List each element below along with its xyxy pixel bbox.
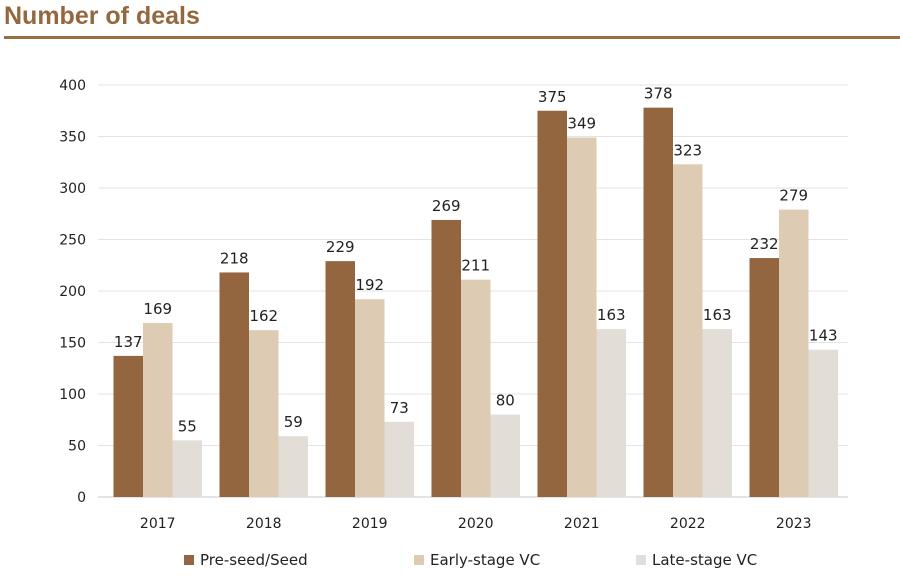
data-label-early-stage-vc-2021: 349 bbox=[567, 115, 596, 133]
data-label-pre-seed-seed-2021: 375 bbox=[538, 88, 567, 106]
data-label-late-stage-vc-2017: 55 bbox=[178, 417, 197, 435]
x-axis: 2017 2018 2019 2020 2021 2022 2023 bbox=[140, 516, 812, 532]
x-tick-label-2019: 2019 bbox=[352, 516, 388, 532]
y-tick-label-250: 250 bbox=[59, 233, 86, 249]
legend-label-late-stage-vc: Late-stage VC bbox=[652, 551, 757, 569]
legend-label-early-stage-vc: Early-stage VC bbox=[430, 551, 540, 569]
y-tick-label-200: 200 bbox=[59, 284, 86, 300]
bar-late-stage-vc-2018 bbox=[278, 436, 308, 497]
data-label-pre-seed-seed-2022: 378 bbox=[644, 85, 673, 103]
data-label-early-stage-vc-2023: 279 bbox=[779, 187, 808, 205]
bar-early-stage-vc-2019 bbox=[355, 299, 385, 497]
bar-early-stage-vc-2023 bbox=[779, 209, 809, 497]
data-label-early-stage-vc-2018: 162 bbox=[249, 307, 278, 325]
data-label-early-stage-vc-2022: 323 bbox=[673, 141, 702, 159]
bar-pre-seed-seed-2019 bbox=[325, 261, 355, 497]
data-label-pre-seed-seed-2023: 232 bbox=[750, 235, 779, 253]
bar-late-stage-vc-2021 bbox=[596, 329, 626, 497]
y-tick-label-350: 350 bbox=[59, 130, 86, 146]
data-label-pre-seed-seed-2017: 137 bbox=[114, 333, 143, 351]
data-label-pre-seed-seed-2018: 218 bbox=[220, 249, 249, 267]
data-label-early-stage-vc-2017: 169 bbox=[143, 300, 172, 318]
bar-pre-seed-seed-2023 bbox=[749, 258, 779, 497]
data-label-late-stage-vc-2019: 73 bbox=[390, 399, 409, 417]
bar-pre-seed-seed-2017 bbox=[113, 355, 143, 497]
y-tick-label-100: 100 bbox=[59, 387, 86, 403]
x-tick-label-2021: 2021 bbox=[564, 516, 600, 532]
y-tick-label-150: 150 bbox=[59, 336, 86, 352]
bar-late-stage-vc-2023 bbox=[808, 349, 838, 497]
legend-swatch-late-stage-vc bbox=[636, 555, 646, 565]
bar-late-stage-vc-2022 bbox=[702, 329, 732, 497]
x-tick-label-2018: 2018 bbox=[246, 516, 282, 532]
data-label-early-stage-vc-2020: 211 bbox=[461, 257, 490, 275]
bar-early-stage-vc-2018 bbox=[249, 330, 279, 497]
data-label-late-stage-vc-2021: 163 bbox=[597, 306, 626, 324]
bar-late-stage-vc-2020 bbox=[490, 414, 520, 497]
bar-early-stage-vc-2022 bbox=[673, 164, 703, 497]
y-tick-label-400: 400 bbox=[59, 78, 86, 94]
bar-early-stage-vc-2021 bbox=[567, 137, 597, 497]
data-label-early-stage-vc-2019: 192 bbox=[355, 276, 384, 294]
data-label-late-stage-vc-2020: 80 bbox=[496, 392, 515, 410]
x-tick-label-2022: 2022 bbox=[670, 516, 706, 532]
title-divider bbox=[4, 36, 900, 39]
bar-late-stage-vc-2017 bbox=[172, 440, 202, 497]
y-tick-label-300: 300 bbox=[59, 181, 86, 197]
bar-pre-seed-seed-2022 bbox=[643, 107, 673, 497]
legend-swatch-pre-seed-seed bbox=[184, 555, 194, 565]
y-axis: 0 50 100 150 200 250 300 350 400 bbox=[59, 78, 86, 506]
data-label-late-stage-vc-2018: 59 bbox=[284, 413, 303, 431]
data-label-pre-seed-seed-2019: 229 bbox=[326, 238, 355, 256]
y-tick-label-50: 50 bbox=[68, 439, 86, 455]
data-label-late-stage-vc-2023: 143 bbox=[809, 327, 838, 345]
legend: Pre-seed/Seed Early-stage VC Late-stage VC bbox=[184, 551, 757, 569]
bar-late-stage-vc-2019 bbox=[384, 421, 414, 497]
data-label-late-stage-vc-2022: 163 bbox=[703, 306, 732, 324]
x-tick-label-2017: 2017 bbox=[140, 516, 176, 532]
y-tick-label-0: 0 bbox=[77, 490, 86, 506]
bar-pre-seed-seed-2018 bbox=[219, 272, 249, 497]
bar-pre-seed-seed-2021 bbox=[537, 110, 567, 497]
legend-label-pre-seed-seed: Pre-seed/Seed bbox=[200, 551, 308, 569]
page-title: Number of deals bbox=[4, 2, 200, 30]
bar-early-stage-vc-2020 bbox=[461, 279, 491, 497]
bars bbox=[113, 107, 838, 497]
bar-early-stage-vc-2017 bbox=[143, 322, 173, 497]
x-tick-label-2023: 2023 bbox=[776, 516, 812, 532]
x-tick-label-2020: 2020 bbox=[458, 516, 494, 532]
legend-swatch-early-stage-vc bbox=[414, 555, 424, 565]
bar-pre-seed-seed-2020 bbox=[431, 219, 461, 497]
data-label-pre-seed-seed-2020: 269 bbox=[432, 197, 461, 215]
